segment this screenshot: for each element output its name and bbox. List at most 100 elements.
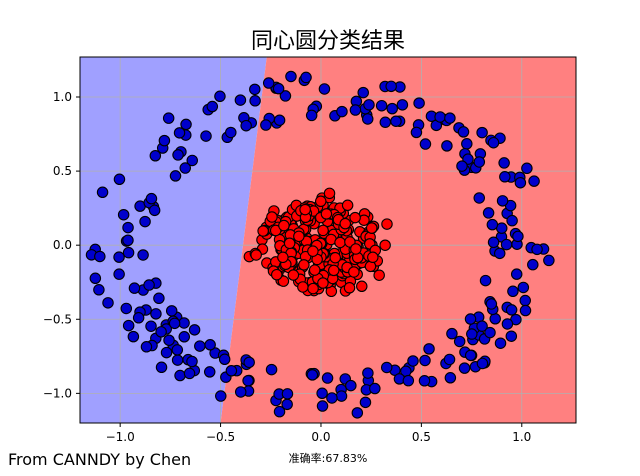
outer-ring-point	[476, 357, 489, 370]
outer-ring-point	[464, 313, 477, 325]
outer-ring-point	[122, 246, 135, 259]
outer-ring-point	[418, 375, 431, 387]
outer-ring-point	[369, 382, 381, 395]
x-axis-label: 准确率:67.83%	[289, 451, 368, 465]
y-tick-label: 0.5	[53, 164, 72, 178]
outer-ring-point	[487, 236, 500, 249]
outer-ring-point	[305, 109, 318, 122]
outer-ring-point	[316, 400, 329, 412]
outer-ring-point	[501, 318, 514, 330]
y-tick-label: −0.5	[43, 312, 72, 326]
inner-disk-point	[250, 249, 262, 261]
inner-disk-point	[266, 211, 278, 223]
outer-ring-point	[160, 346, 173, 359]
outer-ring-point	[234, 386, 247, 398]
inner-disk-point	[373, 269, 385, 281]
outer-ring-point	[122, 221, 134, 234]
outer-ring-point	[386, 102, 398, 115]
outer-ring-point	[489, 313, 501, 325]
outer-ring-point	[362, 367, 374, 379]
inner-disk-point	[293, 230, 305, 243]
outer-ring-point	[281, 388, 294, 400]
outer-ring-point	[225, 364, 238, 377]
outer-ring-point	[443, 353, 456, 366]
outer-ring-point	[203, 366, 216, 378]
outer-ring-point	[162, 112, 175, 124]
inner-disk-point	[328, 264, 340, 277]
outer-ring-point	[168, 317, 181, 330]
outer-ring-point	[495, 222, 508, 234]
inner-disk-point	[350, 243, 362, 255]
outer-ring-point	[505, 304, 518, 316]
outer-ring-point	[514, 176, 527, 189]
outer-ring-point	[215, 390, 227, 402]
outer-ring-point	[473, 156, 486, 168]
x-tick-label: 1.0	[512, 430, 531, 444]
y-axis: −1.0 −0.5 0.0 0.5 1.0	[43, 90, 80, 400]
outer-ring-point	[419, 138, 432, 150]
inner-disk-point	[381, 218, 393, 230]
inner-disk-point	[283, 237, 296, 250]
outer-ring-point	[122, 319, 135, 332]
outer-ring-point	[262, 77, 275, 89]
inner-disk-point	[277, 251, 289, 264]
y-tick-label: 0.0	[53, 238, 72, 252]
outer-ring-point	[273, 114, 286, 126]
outer-ring-point	[281, 398, 293, 411]
outer-ring-point	[318, 83, 331, 95]
outer-ring-point	[155, 326, 167, 338]
class-region-blue	[80, 57, 267, 423]
inner-disk-point	[297, 281, 309, 293]
chart-title: 同心圆分类结果	[251, 29, 405, 54]
outer-ring-point	[218, 353, 231, 366]
outer-ring-point	[519, 294, 531, 307]
outer-ring-point	[171, 354, 184, 366]
outer-ring-point	[479, 274, 492, 287]
inner-disk-point	[343, 282, 356, 294]
outer-ring-point	[285, 70, 297, 83]
outer-ring-point	[506, 214, 518, 227]
outer-ring-point	[473, 192, 485, 204]
outer-ring-point	[407, 355, 419, 367]
outer-ring-point	[531, 243, 543, 256]
inner-disk-point	[323, 187, 336, 200]
inner-disk-point	[341, 199, 354, 212]
outer-ring-point	[234, 94, 247, 106]
outer-ring-point	[413, 97, 425, 109]
inner-disk-point	[314, 195, 327, 208]
outer-ring-point	[321, 372, 334, 384]
outer-ring-point	[510, 268, 523, 280]
outer-ring-point	[214, 90, 226, 103]
outer-ring-point	[500, 238, 513, 251]
outer-ring-point	[273, 405, 286, 418]
inner-disk-point	[356, 280, 368, 293]
outer-ring-point	[379, 116, 392, 129]
outer-ring-point	[444, 112, 456, 124]
outer-ring-point	[150, 308, 162, 320]
x-tick-label: 0.0	[311, 430, 330, 444]
outer-ring-point	[512, 230, 524, 243]
outer-ring-point	[464, 349, 477, 362]
outer-ring-point	[153, 292, 165, 305]
outer-ring-point	[385, 80, 397, 93]
outer-ring-point	[178, 317, 190, 329]
outer-ring-point	[496, 195, 509, 207]
inner-disk-point	[317, 224, 329, 237]
inner-disk-point	[349, 211, 361, 224]
outer-ring-point	[188, 324, 201, 336]
outer-ring-point	[402, 374, 415, 387]
outer-ring-point	[306, 369, 319, 381]
outer-ring-point	[186, 355, 198, 368]
inner-disk-point	[271, 268, 283, 281]
y-tick-label: −1.0	[43, 386, 72, 400]
inner-disk-point	[339, 217, 352, 230]
outer-ring-point	[132, 312, 145, 324]
inner-disk-point	[308, 264, 321, 276]
scatter-points	[85, 70, 555, 419]
inner-disk-point	[367, 251, 379, 264]
inner-disk-point	[348, 266, 360, 278]
outer-ring-point	[143, 279, 155, 291]
outer-ring-point	[242, 374, 254, 387]
outer-ring-point	[163, 334, 175, 346]
